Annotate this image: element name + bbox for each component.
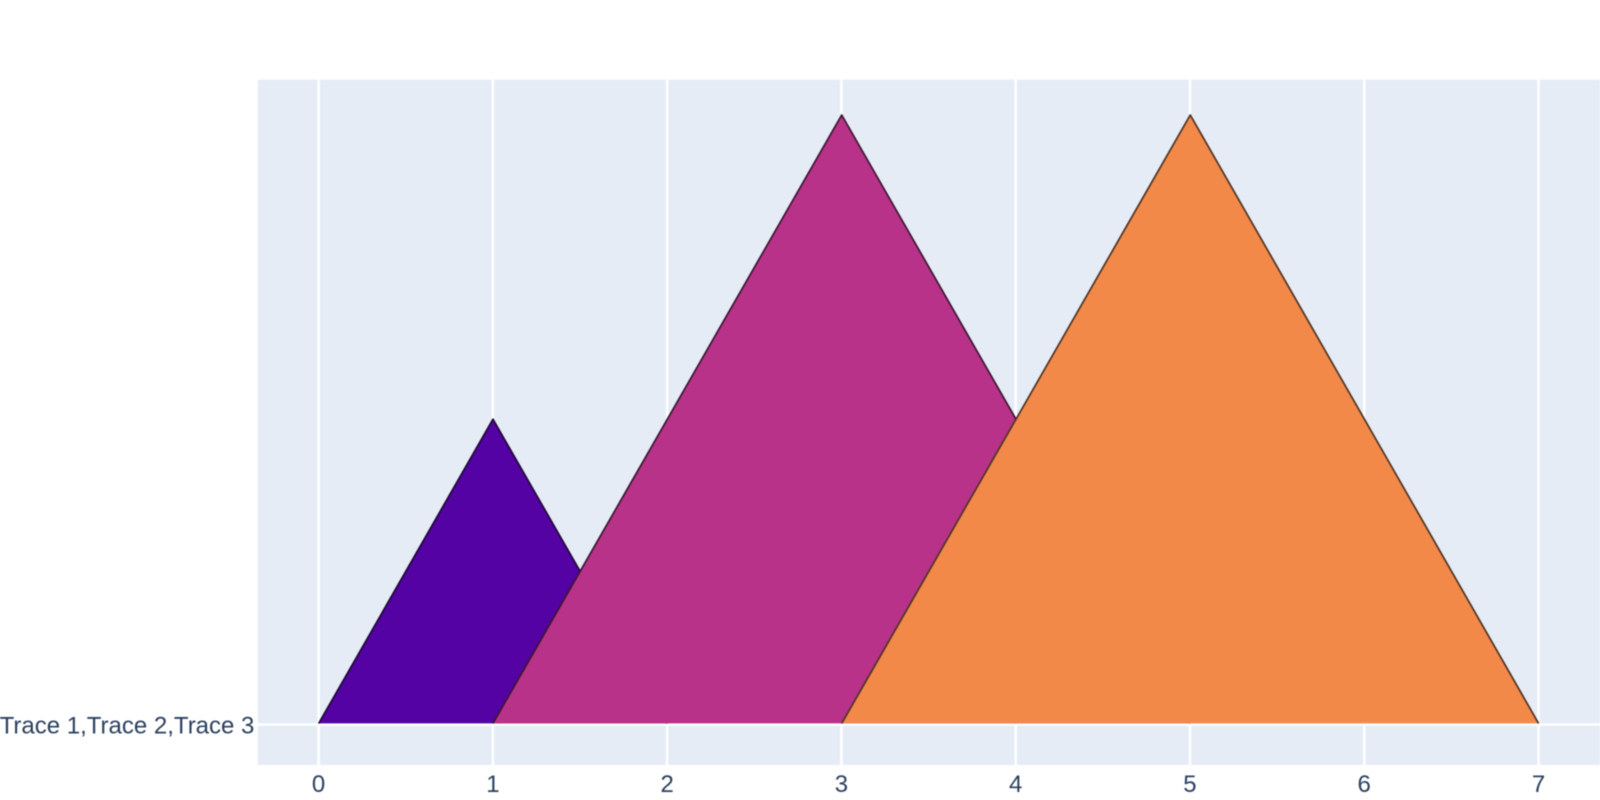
svg-text:2: 2 xyxy=(660,771,673,798)
svg-text:3: 3 xyxy=(835,771,848,798)
svg-text:Trace 1,Trace 2,Trace 3: Trace 1,Trace 2,Trace 3 xyxy=(0,712,254,739)
svg-text:1: 1 xyxy=(486,771,499,798)
svg-text:5: 5 xyxy=(1183,771,1196,798)
svg-text:4: 4 xyxy=(1009,771,1022,798)
svg-text:0: 0 xyxy=(312,771,325,798)
svg-text:6: 6 xyxy=(1358,771,1371,798)
svg-text:7: 7 xyxy=(1532,771,1545,798)
